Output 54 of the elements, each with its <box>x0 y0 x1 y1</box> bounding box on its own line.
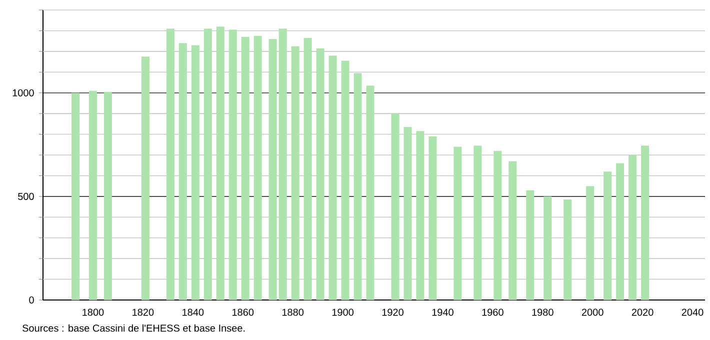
bar <box>241 36 250 300</box>
x-tick-label: 1920 <box>382 308 404 316</box>
bar <box>454 146 462 300</box>
bar <box>604 172 612 300</box>
bar <box>204 28 212 300</box>
bar <box>88 90 97 300</box>
bar <box>71 92 80 300</box>
x-tick-label: 1940 <box>432 308 454 316</box>
bar <box>141 56 150 300</box>
bar <box>366 86 374 300</box>
bar <box>586 186 594 300</box>
y-tick-label: 1000 <box>12 89 34 96</box>
bar <box>278 28 287 300</box>
bar <box>404 127 412 300</box>
x-tick-label: 2000 <box>582 308 604 316</box>
bar <box>428 136 437 300</box>
x-tick-label: 1980 <box>532 308 554 316</box>
bar <box>354 73 362 300</box>
bar <box>474 146 482 300</box>
bar <box>544 196 552 300</box>
bar <box>228 30 237 300</box>
bar <box>268 39 277 300</box>
x-tick-label: 1880 <box>282 308 304 316</box>
bar <box>328 56 337 300</box>
bar <box>628 155 637 300</box>
y-tick-label: 500 <box>18 192 34 200</box>
bar <box>291 46 300 300</box>
bar <box>304 38 312 300</box>
x-tick-label: 1860 <box>232 308 254 316</box>
y-tick-label: 0 <box>29 296 34 304</box>
bar <box>178 43 187 300</box>
x-tick-label: 2020 <box>632 308 654 316</box>
x-tick-label: 2040 <box>682 308 704 316</box>
x-tick-label: 1960 <box>482 308 504 316</box>
bar <box>166 28 174 300</box>
source-note: Sources : base Cassini de l'EHESS et base Insee. <box>22 324 245 332</box>
x-tick-label: 1820 <box>132 308 154 316</box>
bar <box>526 190 534 300</box>
bar <box>341 60 350 300</box>
bar <box>641 146 650 300</box>
bar <box>416 131 424 300</box>
bar <box>216 26 224 300</box>
x-tick-label: 1840 <box>182 308 204 316</box>
bar <box>391 114 400 300</box>
bar <box>494 150 502 300</box>
x-tick-label: 1900 <box>332 308 354 316</box>
bar <box>616 163 624 300</box>
bar <box>564 200 572 300</box>
bar <box>191 45 200 300</box>
bar <box>508 161 517 300</box>
bar <box>254 36 262 300</box>
bar <box>316 48 324 300</box>
bar <box>104 92 112 300</box>
x-tick-label: 1800 <box>82 308 104 316</box>
